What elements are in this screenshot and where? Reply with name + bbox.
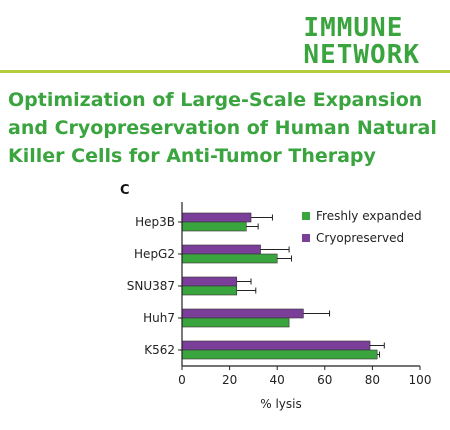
bar-fresh-hep3b bbox=[181, 221, 247, 232]
legend-swatch-fresh bbox=[302, 212, 310, 220]
category-label-huh7: Huh7 bbox=[143, 311, 175, 325]
article-title: Optimization of Large-Scale Expansion an… bbox=[8, 89, 437, 167]
bar-fresh-k562 bbox=[181, 349, 378, 360]
x-tick-label-20: 20 bbox=[222, 373, 237, 387]
header-rule bbox=[0, 70, 450, 73]
bar-cryopreserved-hepg2 bbox=[181, 244, 261, 255]
bar-fresh-hepg2 bbox=[181, 253, 278, 264]
logo-line-1: IMMUNE bbox=[303, 13, 404, 43]
legend-label-cryopreserved: Cryopreserved bbox=[316, 231, 404, 245]
bar-cryopreserved-hep3b bbox=[181, 212, 252, 223]
legend: Freshly expanded Cryopreserved bbox=[302, 209, 422, 245]
bar-fresh-huh7 bbox=[181, 317, 290, 328]
legend-swatch-cryopreserved bbox=[302, 234, 310, 242]
category-label-hepg2: HepG2 bbox=[134, 247, 175, 261]
bar-cryopreserved-k562 bbox=[181, 340, 371, 351]
x-tick-label-100: 100 bbox=[409, 373, 432, 387]
x-tick-label-60: 60 bbox=[317, 373, 332, 387]
x-tick-label-0: 0 bbox=[178, 373, 186, 387]
legend-label-fresh: Freshly expanded bbox=[316, 209, 422, 223]
category-label-snu387: SNU387 bbox=[127, 279, 175, 293]
bar-cryopreserved-snu387 bbox=[181, 276, 238, 287]
panel-label: C bbox=[120, 183, 130, 198]
x-tick-label-40: 40 bbox=[270, 373, 285, 387]
category-label-k562: K562 bbox=[144, 343, 175, 357]
journal-logo: IMMUNE NETWORK bbox=[303, 15, 420, 69]
bars-layer bbox=[181, 212, 385, 360]
axes-layer: Hep3B HepG2 SNU387 Huh7 K562 0 20 40 60 80 100 % ly… bbox=[127, 202, 432, 411]
logo-line-2: NETWORK bbox=[303, 40, 420, 70]
bar-cryopreserved-huh7 bbox=[181, 308, 304, 319]
x-tick-label-80: 80 bbox=[365, 373, 380, 387]
x-axis-title: % lysis bbox=[260, 397, 302, 411]
category-label-hep3b: Hep3B bbox=[135, 215, 175, 229]
bar-fresh-snu387 bbox=[181, 285, 238, 296]
